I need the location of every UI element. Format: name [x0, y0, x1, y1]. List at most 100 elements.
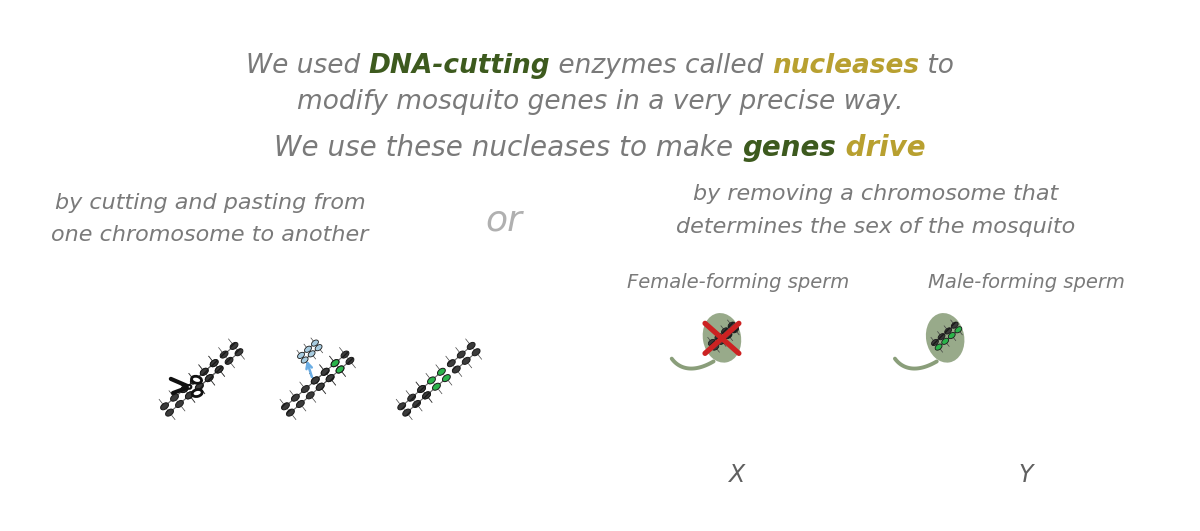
Ellipse shape — [226, 357, 233, 364]
Ellipse shape — [192, 390, 203, 397]
Ellipse shape — [215, 366, 223, 373]
Ellipse shape — [712, 344, 719, 350]
Text: modify mosquito genes in a very precise way.: modify mosquito genes in a very precise … — [296, 89, 904, 115]
Ellipse shape — [292, 394, 299, 401]
Ellipse shape — [331, 359, 338, 367]
Text: genes: genes — [743, 134, 836, 161]
Ellipse shape — [175, 400, 184, 407]
Ellipse shape — [955, 327, 961, 333]
Ellipse shape — [422, 392, 431, 399]
Ellipse shape — [205, 374, 214, 382]
Text: enzymes called: enzymes called — [551, 53, 772, 79]
Ellipse shape — [732, 327, 738, 333]
Ellipse shape — [287, 409, 294, 416]
Ellipse shape — [316, 345, 322, 351]
Ellipse shape — [931, 339, 938, 346]
Ellipse shape — [296, 400, 305, 407]
Ellipse shape — [180, 386, 188, 392]
Text: We used: We used — [246, 53, 368, 79]
Text: nucleases: nucleases — [772, 53, 919, 79]
Ellipse shape — [942, 338, 949, 345]
Ellipse shape — [326, 374, 334, 382]
Ellipse shape — [438, 369, 445, 375]
Ellipse shape — [191, 377, 198, 384]
Ellipse shape — [346, 357, 354, 364]
Ellipse shape — [326, 374, 334, 382]
Ellipse shape — [215, 366, 223, 373]
Ellipse shape — [336, 366, 344, 373]
Ellipse shape — [462, 357, 470, 364]
Ellipse shape — [703, 313, 742, 363]
Ellipse shape — [413, 400, 420, 407]
Ellipse shape — [728, 322, 734, 328]
Ellipse shape — [322, 369, 329, 375]
Ellipse shape — [192, 376, 202, 383]
Ellipse shape — [443, 374, 450, 382]
Ellipse shape — [210, 359, 218, 367]
Text: Female-forming sperm: Female-forming sperm — [626, 273, 850, 292]
Ellipse shape — [312, 340, 318, 346]
Ellipse shape — [311, 377, 319, 384]
Ellipse shape — [408, 394, 415, 401]
Ellipse shape — [938, 333, 944, 340]
Ellipse shape — [719, 338, 726, 345]
Ellipse shape — [725, 332, 732, 339]
Ellipse shape — [715, 333, 721, 340]
Text: by removing a chromosome that: by removing a chromosome that — [694, 184, 1058, 204]
Text: by cutting and pasting from: by cutting and pasting from — [55, 193, 365, 213]
Ellipse shape — [336, 366, 344, 373]
Ellipse shape — [422, 392, 431, 399]
Circle shape — [187, 385, 191, 389]
Ellipse shape — [472, 349, 480, 356]
Ellipse shape — [708, 339, 715, 346]
Text: one chromosome to another: one chromosome to another — [52, 225, 368, 245]
Ellipse shape — [196, 383, 203, 390]
Ellipse shape — [452, 366, 461, 373]
Ellipse shape — [308, 351, 316, 357]
Ellipse shape — [331, 359, 338, 367]
Ellipse shape — [397, 402, 406, 410]
Ellipse shape — [166, 409, 174, 416]
Ellipse shape — [305, 346, 312, 353]
Ellipse shape — [200, 369, 208, 375]
Ellipse shape — [186, 392, 193, 399]
Ellipse shape — [948, 332, 955, 339]
Text: Male-forming sperm: Male-forming sperm — [928, 273, 1124, 292]
Ellipse shape — [448, 359, 455, 367]
Ellipse shape — [403, 409, 410, 416]
Ellipse shape — [200, 369, 208, 375]
Text: drive: drive — [836, 134, 925, 161]
Ellipse shape — [721, 328, 728, 334]
Text: We use these nucleases to make: We use these nucleases to make — [275, 134, 743, 161]
Ellipse shape — [170, 394, 179, 401]
Ellipse shape — [311, 377, 319, 384]
Ellipse shape — [306, 392, 314, 399]
Ellipse shape — [317, 383, 324, 390]
Ellipse shape — [418, 386, 426, 392]
Text: Y: Y — [1019, 463, 1033, 487]
Ellipse shape — [301, 386, 310, 392]
Ellipse shape — [180, 386, 188, 392]
Ellipse shape — [210, 359, 218, 367]
Ellipse shape — [191, 377, 198, 384]
Text: to: to — [919, 53, 954, 79]
Ellipse shape — [161, 402, 168, 410]
Ellipse shape — [301, 357, 308, 363]
Ellipse shape — [467, 342, 475, 349]
Ellipse shape — [432, 383, 440, 390]
Ellipse shape — [205, 374, 214, 382]
Ellipse shape — [935, 344, 942, 350]
Ellipse shape — [317, 383, 324, 390]
Text: DNA-cutting: DNA-cutting — [368, 53, 551, 79]
Ellipse shape — [235, 349, 242, 356]
Ellipse shape — [230, 342, 238, 349]
Ellipse shape — [282, 402, 289, 410]
Ellipse shape — [298, 352, 305, 358]
Ellipse shape — [457, 351, 466, 358]
Ellipse shape — [418, 386, 426, 392]
Ellipse shape — [944, 328, 952, 334]
Text: X: X — [727, 463, 744, 487]
Ellipse shape — [220, 351, 228, 358]
Ellipse shape — [322, 369, 329, 375]
Ellipse shape — [341, 351, 349, 358]
